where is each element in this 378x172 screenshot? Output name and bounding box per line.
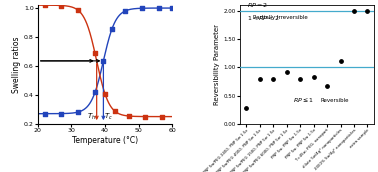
- Point: [92, 52, 98, 55]
- Text: Partially Irreversible: Partially Irreversible: [253, 15, 308, 20]
- Point: [139, 7, 145, 10]
- Point: [42, 112, 48, 115]
- Point: [270, 77, 276, 80]
- Point: [125, 115, 132, 117]
- Text: $RP = 2$: $RP = 2$: [246, 1, 268, 9]
- Point: [257, 77, 263, 80]
- Point: [284, 71, 290, 73]
- Point: [169, 7, 175, 9]
- Point: [42, 4, 48, 7]
- Y-axis label: Swelling ratios: Swelling ratios: [12, 36, 21, 93]
- Point: [338, 59, 344, 62]
- Point: [75, 9, 81, 12]
- Point: [75, 111, 81, 113]
- Point: [102, 93, 108, 95]
- Point: [311, 76, 317, 79]
- Text: $T_c$: $T_c$: [104, 111, 113, 122]
- Point: [92, 91, 98, 94]
- Point: [297, 77, 303, 80]
- Point: [122, 10, 128, 12]
- Point: [109, 28, 115, 31]
- Text: $T_h$: $T_h$: [87, 111, 96, 122]
- Point: [101, 60, 107, 62]
- Text: $1 < RP < 2$: $1 < RP < 2$: [246, 14, 279, 22]
- Point: [351, 10, 357, 13]
- Y-axis label: Reversibility Parameter: Reversibility Parameter: [214, 24, 220, 105]
- X-axis label: Temperature (°C): Temperature (°C): [72, 136, 138, 145]
- Point: [243, 107, 249, 109]
- Point: [156, 7, 162, 9]
- Point: [112, 110, 118, 113]
- Point: [159, 115, 165, 118]
- Text: Reversible: Reversible: [321, 98, 349, 103]
- Point: [58, 4, 64, 7]
- Point: [58, 112, 64, 115]
- Point: [143, 115, 149, 118]
- Point: [324, 85, 330, 87]
- Text: $RP \leq 1$: $RP \leq 1$: [293, 96, 314, 104]
- Point: [364, 10, 370, 13]
